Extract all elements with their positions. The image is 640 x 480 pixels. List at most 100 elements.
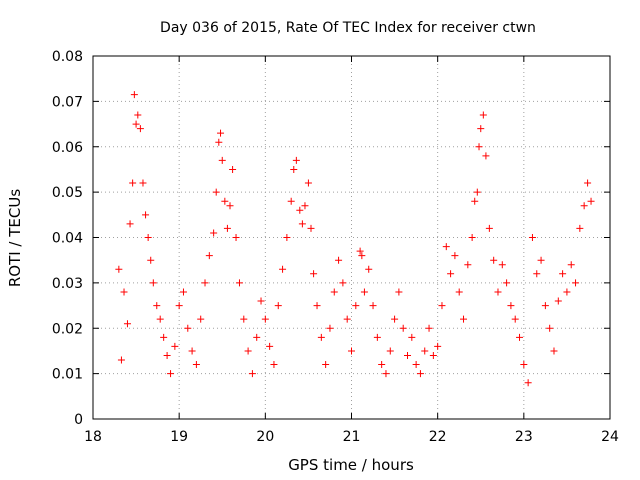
data-point bbox=[537, 256, 545, 264]
data-point bbox=[317, 333, 325, 341]
data-point bbox=[266, 342, 274, 350]
data-point bbox=[163, 351, 171, 359]
data-point bbox=[136, 125, 144, 133]
data-point bbox=[434, 342, 442, 350]
data-point bbox=[270, 361, 278, 369]
data-point bbox=[554, 297, 562, 305]
data-point bbox=[215, 138, 223, 146]
data-point bbox=[240, 315, 248, 323]
data-point bbox=[360, 288, 368, 296]
data-point bbox=[147, 256, 155, 264]
x-tick-label: 23 bbox=[515, 429, 533, 445]
data-point bbox=[421, 347, 429, 355]
data-point bbox=[378, 361, 386, 369]
data-point bbox=[283, 234, 291, 241]
data-point bbox=[167, 370, 175, 378]
data-point bbox=[307, 224, 315, 232]
data-point bbox=[126, 220, 134, 228]
data-point bbox=[296, 206, 304, 214]
data-point bbox=[310, 270, 318, 278]
data-point bbox=[261, 315, 269, 323]
data-point bbox=[369, 302, 377, 310]
data-point bbox=[304, 179, 312, 187]
data-point bbox=[298, 220, 306, 228]
y-tick-label: 0.01 bbox=[52, 367, 83, 383]
data-point bbox=[451, 252, 459, 260]
data-point bbox=[490, 256, 498, 264]
data-point bbox=[382, 370, 390, 378]
data-point bbox=[408, 333, 416, 341]
x-tick-label: 20 bbox=[256, 429, 274, 445]
data-point bbox=[123, 320, 131, 328]
data-point bbox=[287, 197, 295, 205]
data-point bbox=[132, 120, 140, 128]
data-point bbox=[447, 270, 455, 278]
data-point bbox=[257, 297, 265, 305]
data-point bbox=[498, 261, 506, 269]
y-tick-label: 0.06 bbox=[52, 140, 83, 156]
data-point bbox=[201, 279, 209, 287]
data-points bbox=[115, 91, 595, 387]
data-point bbox=[313, 302, 321, 310]
data-point bbox=[292, 156, 300, 164]
data-point bbox=[221, 197, 229, 205]
data-point bbox=[365, 265, 373, 273]
data-point bbox=[584, 179, 592, 187]
data-point bbox=[226, 202, 234, 210]
data-point bbox=[425, 324, 433, 332]
data-point bbox=[524, 379, 532, 387]
data-point bbox=[563, 288, 571, 296]
data-point bbox=[160, 333, 168, 341]
data-point bbox=[559, 270, 567, 278]
data-point bbox=[301, 202, 309, 210]
data-point bbox=[416, 370, 424, 378]
data-point bbox=[156, 315, 164, 323]
data-point bbox=[129, 179, 137, 187]
data-point bbox=[460, 315, 468, 323]
y-tick-label: 0 bbox=[74, 412, 83, 428]
plot-frame bbox=[92, 55, 611, 420]
data-point bbox=[494, 288, 502, 296]
data-point bbox=[412, 361, 420, 369]
data-point bbox=[188, 347, 196, 355]
data-point bbox=[139, 179, 147, 187]
y-tick-label: 0.08 bbox=[52, 49, 83, 65]
data-point bbox=[550, 347, 558, 355]
y-tick-label: 0.03 bbox=[52, 276, 83, 292]
data-point bbox=[358, 252, 366, 260]
data-point bbox=[576, 224, 584, 232]
data-point bbox=[120, 288, 128, 296]
data-point bbox=[229, 165, 237, 173]
y-tick-label: 0.05 bbox=[52, 185, 83, 201]
data-point bbox=[546, 324, 554, 332]
data-point bbox=[473, 188, 481, 196]
data-point bbox=[485, 224, 493, 232]
y-tick-label: 0.07 bbox=[52, 94, 83, 110]
y-axis-label: ROTI / TECUs bbox=[6, 189, 24, 287]
data-point bbox=[533, 270, 541, 278]
data-point bbox=[567, 261, 575, 269]
data-point bbox=[352, 302, 360, 310]
data-point bbox=[587, 197, 595, 205]
data-point bbox=[399, 324, 407, 332]
data-point bbox=[335, 256, 343, 264]
data-point bbox=[507, 302, 515, 310]
data-point bbox=[348, 347, 355, 355]
x-tick-label: 18 bbox=[84, 429, 102, 445]
data-point bbox=[210, 229, 218, 237]
x-tick-label: 22 bbox=[429, 429, 447, 445]
x-tick-label: 21 bbox=[343, 429, 361, 445]
data-point bbox=[391, 315, 399, 323]
data-point bbox=[171, 342, 179, 350]
data-point bbox=[516, 333, 524, 341]
x-tick-label: 24 bbox=[601, 429, 619, 445]
data-point bbox=[326, 324, 334, 332]
data-point bbox=[205, 252, 213, 260]
data-point bbox=[386, 347, 394, 355]
data-point bbox=[528, 234, 536, 241]
data-point bbox=[274, 302, 282, 310]
data-point bbox=[144, 234, 152, 241]
data-point bbox=[438, 302, 446, 310]
data-point bbox=[339, 279, 347, 287]
